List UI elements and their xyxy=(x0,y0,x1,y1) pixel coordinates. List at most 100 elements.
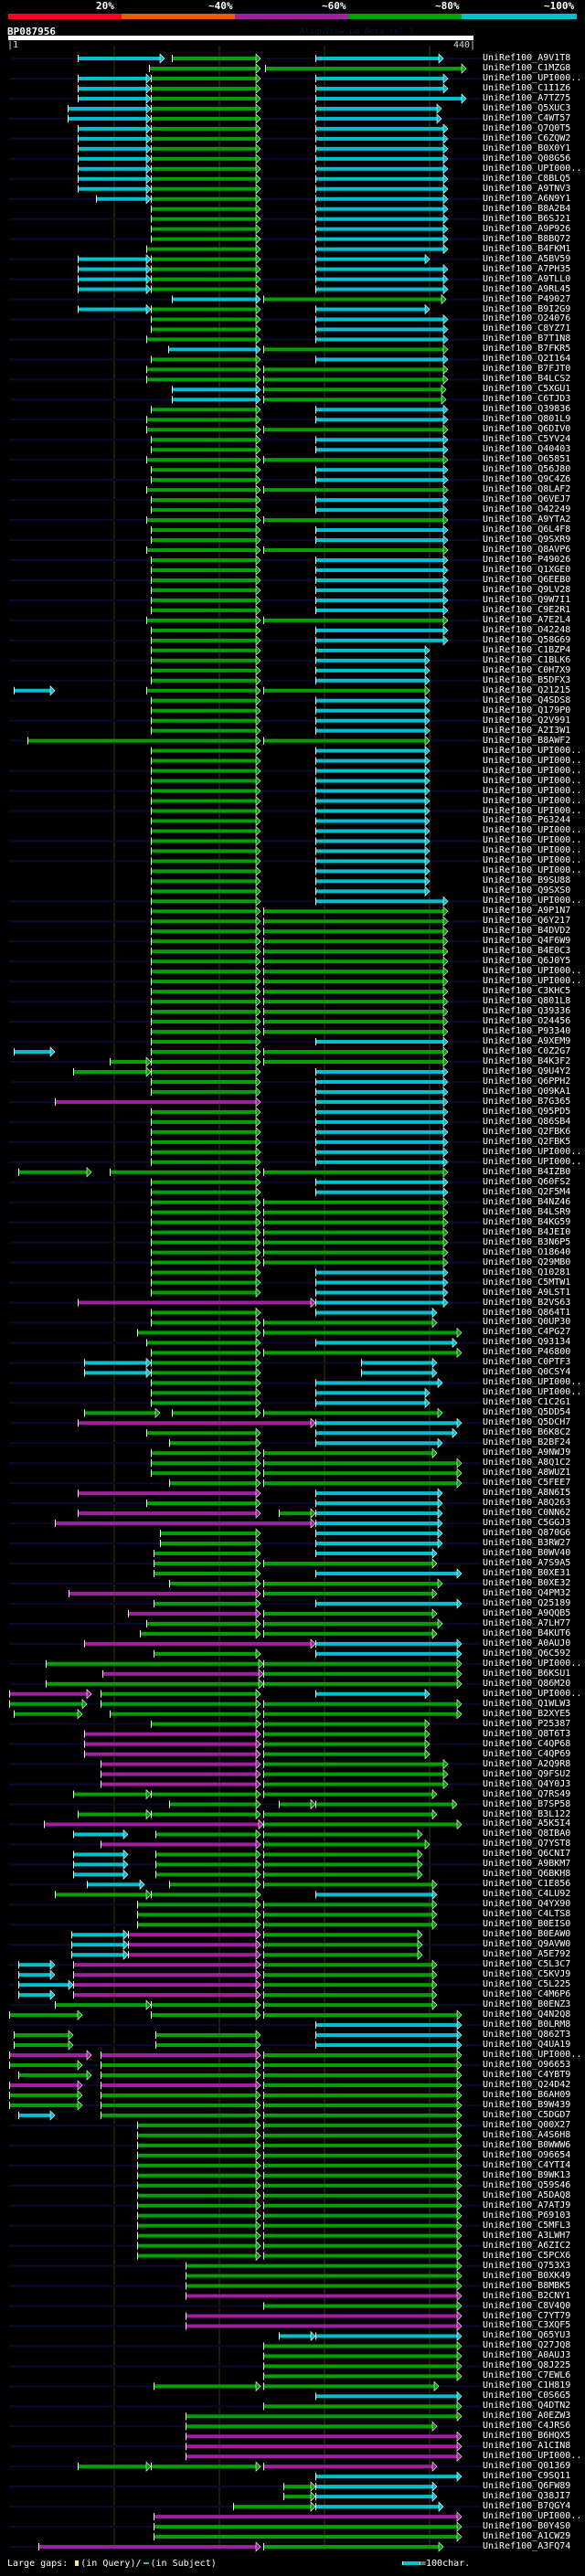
hit-label[interactable]: UniRef100_B6AH09 xyxy=(483,2089,571,2100)
hit-label[interactable]: UniRef100_Q0UP30 xyxy=(483,1317,571,1328)
hit-label[interactable]: UniRef100_C0S6G5 xyxy=(483,2390,571,2401)
hsp-segment[interactable] xyxy=(73,1872,124,1877)
hsp-segment[interactable] xyxy=(315,769,426,773)
hit-label[interactable]: UniRef100_Q93134 xyxy=(483,1337,571,1348)
hsp-segment[interactable] xyxy=(151,1260,257,1265)
hit-label[interactable]: UniRef100_UPI000.. xyxy=(483,163,582,174)
hit-label[interactable]: UniRef100_Q9LV28 xyxy=(483,584,571,595)
hsp-segment[interactable] xyxy=(151,287,257,292)
hit-label[interactable]: UniRef100_Q864T1 xyxy=(483,1307,571,1318)
hit-label[interactable]: UniRef100_A9YTA2 xyxy=(483,514,571,525)
hsp-segment[interactable] xyxy=(315,1079,444,1084)
hit-label[interactable]: UniRef100_O24076 xyxy=(483,313,571,324)
hsp-segment[interactable] xyxy=(315,357,444,362)
hit-label[interactable]: UniRef100_C3XQF5 xyxy=(483,2320,571,2331)
hsp-segment[interactable] xyxy=(263,1170,444,1174)
hsp-segment[interactable] xyxy=(263,2384,435,2389)
hit-label[interactable]: UniRef100_B4JEI0 xyxy=(483,1226,571,1237)
hit-label[interactable]: UniRef100_P49027 xyxy=(483,293,571,304)
hsp-segment[interactable] xyxy=(151,227,257,231)
hit-label[interactable]: UniRef100_A1CIN8 xyxy=(483,2441,571,2452)
hit-label[interactable]: UniRef100_Q6L4F8 xyxy=(483,525,571,535)
hit-label[interactable]: UniRef100_B0X0Y1 xyxy=(483,143,571,154)
hsp-segment[interactable] xyxy=(151,1089,257,1094)
hsp-segment[interactable] xyxy=(151,728,257,733)
hit-label[interactable]: UniRef100_UPI000.. xyxy=(483,72,582,83)
hsp-segment[interactable] xyxy=(315,287,444,292)
hsp-segment[interactable] xyxy=(283,2485,312,2489)
hsp-segment[interactable] xyxy=(263,2013,458,2018)
hit-label[interactable]: UniRef100_B6K8C2 xyxy=(483,1427,571,1438)
hsp-segment[interactable] xyxy=(14,2043,69,2048)
hsp-segment[interactable] xyxy=(154,1571,257,1575)
hsp-segment[interactable] xyxy=(154,2535,458,2539)
hsp-segment[interactable] xyxy=(151,1109,257,1114)
hsp-segment[interactable] xyxy=(78,57,161,60)
hsp-segment[interactable] xyxy=(315,277,444,281)
hsp-segment[interactable] xyxy=(73,1069,147,1074)
hsp-segment[interactable] xyxy=(151,1270,257,1275)
hit-label[interactable]: UniRef100_Q9SXS0 xyxy=(483,885,571,896)
hit-label[interactable]: UniRef100_B7FJT0 xyxy=(483,364,571,375)
hsp-segment[interactable] xyxy=(263,1481,458,1486)
hit-label[interactable]: UniRef100_Q40403 xyxy=(483,444,571,455)
hit-label[interactable]: UniRef100_UPI000.. xyxy=(483,2050,582,2061)
hit-label[interactable]: UniRef100_Q6FW89 xyxy=(483,2481,571,2492)
hsp-segment[interactable] xyxy=(263,1842,426,1847)
hsp-segment[interactable] xyxy=(315,1109,444,1114)
hsp-segment[interactable] xyxy=(151,237,257,241)
hsp-segment[interactable] xyxy=(151,2013,257,2018)
hit-label[interactable]: UniRef100_A9NWJ9 xyxy=(483,1447,571,1458)
hsp-segment[interactable] xyxy=(315,186,444,191)
hit-label[interactable]: UniRef100_C1MZG8 xyxy=(483,62,571,73)
hit-label[interactable]: UniRef100_A7TZ75 xyxy=(483,92,571,103)
hsp-segment[interactable] xyxy=(151,658,257,663)
hsp-segment[interactable] xyxy=(361,1361,433,1365)
hsp-segment[interactable] xyxy=(151,2003,257,2008)
hsp-segment[interactable] xyxy=(9,2053,88,2058)
hit-label[interactable]: UniRef100_B8A2B4 xyxy=(483,203,571,214)
hsp-segment[interactable] xyxy=(315,869,426,874)
hsp-segment[interactable] xyxy=(263,1461,458,1466)
hsp-segment[interactable] xyxy=(315,227,444,231)
hsp-segment[interactable] xyxy=(101,2093,257,2097)
hit-label[interactable]: UniRef100_Q86M20 xyxy=(483,1678,571,1689)
hit-label[interactable]: UniRef100_Q39336 xyxy=(483,1006,571,1017)
hsp-segment[interactable] xyxy=(263,1822,458,1827)
hsp-segment[interactable] xyxy=(151,116,257,121)
hsp-segment[interactable] xyxy=(263,1782,444,1786)
hsp-segment[interactable] xyxy=(78,76,147,80)
hit-label[interactable]: UniRef100_A6ZIC2 xyxy=(483,2240,571,2251)
hsp-segment[interactable] xyxy=(151,166,257,171)
hit-label[interactable]: UniRef100_C5MFL3 xyxy=(483,2220,571,2231)
hit-label[interactable]: UniRef100_C5PCX6 xyxy=(483,2250,571,2261)
hsp-segment[interactable] xyxy=(263,1872,419,1877)
hsp-segment[interactable] xyxy=(263,1852,419,1857)
hit-label[interactable]: UniRef100_B0LRM8 xyxy=(483,2019,571,2030)
hsp-segment[interactable] xyxy=(169,1882,257,1887)
hsp-segment[interactable] xyxy=(101,2063,257,2067)
hsp-segment[interactable] xyxy=(263,909,444,914)
hit-label[interactable]: UniRef100_UPI000.. xyxy=(483,1688,582,1699)
hit-label[interactable]: UniRef100_B7QGY4 xyxy=(483,2501,571,2512)
hsp-segment[interactable] xyxy=(315,1641,458,1646)
hsp-segment[interactable] xyxy=(151,1351,257,1355)
hit-label[interactable]: UniRef100_UPI000.. xyxy=(483,825,582,836)
hsp-segment[interactable] xyxy=(155,1872,257,1877)
hit-label[interactable]: UniRef100_C4QP69 xyxy=(483,1748,571,1759)
hit-label[interactable]: UniRef100_Q5DD54 xyxy=(483,1407,571,1418)
hit-label[interactable]: UniRef100_C4WT57 xyxy=(483,112,571,123)
hsp-segment[interactable] xyxy=(315,1532,439,1536)
hsp-segment[interactable] xyxy=(155,1862,257,1867)
hit-label[interactable]: UniRef100_UPI000.. xyxy=(483,855,582,866)
hit-label[interactable]: UniRef100_Q9AVW0 xyxy=(483,1939,571,1950)
hsp-segment[interactable] xyxy=(151,1210,257,1214)
hsp-segment[interactable] xyxy=(151,196,257,201)
hit-label[interactable]: UniRef100_B6SJ21 xyxy=(483,213,571,224)
hsp-segment[interactable] xyxy=(18,1170,88,1174)
hsp-segment[interactable] xyxy=(55,2003,147,2008)
hit-label[interactable]: UniRef100_C5FEE7 xyxy=(483,1478,571,1489)
hsp-segment[interactable] xyxy=(263,1330,458,1335)
hit-label[interactable]: UniRef100_Q24D42 xyxy=(483,2079,571,2090)
hsp-segment[interactable] xyxy=(9,2083,79,2087)
